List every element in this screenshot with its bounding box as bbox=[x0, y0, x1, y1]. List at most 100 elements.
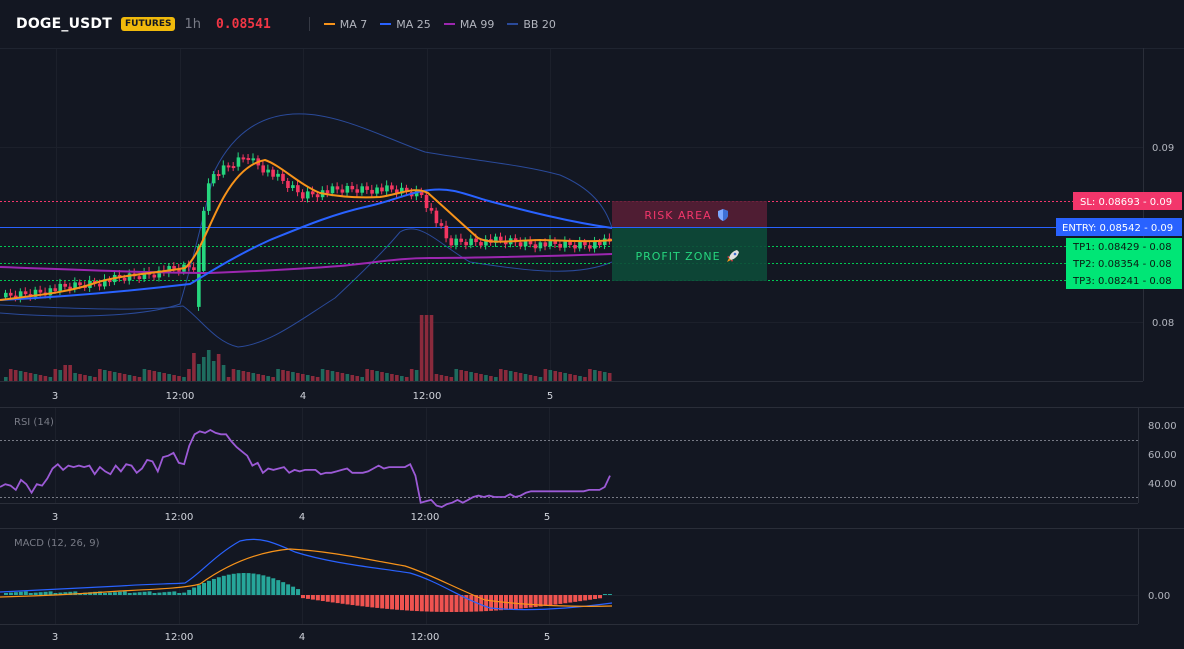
macd-hist-bar-106 bbox=[528, 595, 533, 608]
candle-body-53 bbox=[266, 169, 270, 173]
candle-body-10 bbox=[53, 288, 58, 292]
volume-bar-68 bbox=[340, 373, 345, 381]
volume-bar-52 bbox=[261, 375, 265, 381]
candle-body-61 bbox=[305, 191, 310, 199]
macd-hist-bar-86 bbox=[429, 595, 434, 612]
macd-hist-bar-27 bbox=[137, 592, 142, 595]
legend-bb20[interactable]: BB 20 bbox=[507, 18, 556, 31]
volume-bar-57 bbox=[286, 371, 290, 381]
legend-ma99[interactable]: MA 99 bbox=[443, 18, 494, 31]
macd-hist-bar-0 bbox=[4, 593, 8, 595]
volume-bar-103 bbox=[513, 372, 518, 381]
sl-label: SL: 0.08693 - 0.09 bbox=[1080, 197, 1172, 208]
macd-hist-bar-108 bbox=[538, 595, 543, 607]
macd-hist-bar-56 bbox=[281, 582, 286, 595]
candle-body-31 bbox=[157, 270, 162, 278]
macd-time-label-5: 5 bbox=[544, 632, 550, 643]
macd-hist-bar-51 bbox=[256, 574, 261, 595]
volume-bar-113 bbox=[563, 373, 567, 381]
macd-hist-bar-93 bbox=[464, 595, 469, 612]
candle-body-74 bbox=[370, 189, 374, 194]
volume-bar-27 bbox=[137, 377, 142, 381]
volume-bar-18 bbox=[93, 377, 97, 381]
risk-area-zone[interactable]: RISK AREA bbox=[612, 201, 767, 227]
candle-body-66 bbox=[330, 186, 335, 194]
volume-bar-87 bbox=[434, 374, 439, 381]
macd-hist-bar-99 bbox=[494, 595, 499, 611]
candle-body-44 bbox=[221, 165, 226, 175]
volume-bar-104 bbox=[518, 373, 523, 381]
macd-hist-bar-89 bbox=[444, 595, 449, 612]
candle-body-60 bbox=[301, 192, 305, 199]
volume-bar-112 bbox=[558, 372, 562, 381]
time-axis-rsi[interactable]: 3 12:00 4 12:00 5 bbox=[52, 512, 550, 523]
risk-area-label: RISK AREA bbox=[644, 209, 711, 222]
macd-hist-bar-31 bbox=[157, 592, 162, 595]
profit-zone-box bbox=[612, 228, 767, 281]
candle-body-48 bbox=[241, 157, 246, 160]
macd-hist-bar-26 bbox=[132, 592, 137, 595]
legend-ma7[interactable]: MA 7 bbox=[323, 17, 368, 31]
candle-body-91 bbox=[454, 238, 459, 246]
candle-body-81 bbox=[404, 187, 409, 193]
time-label-1200-b: 12:00 bbox=[413, 391, 442, 402]
time-axis-main[interactable]: 3 12:00 4 12:00 5 bbox=[52, 391, 553, 402]
macd-hist-bar-24 bbox=[122, 591, 127, 595]
macd-hist-bar-43 bbox=[216, 577, 221, 595]
volume-bar-14 bbox=[73, 373, 77, 381]
candle-body-73 bbox=[365, 186, 369, 190]
time-label-5: 5 bbox=[547, 391, 553, 402]
candle-body-100 bbox=[499, 236, 503, 241]
candle-body-84 bbox=[419, 190, 424, 196]
symbol-name[interactable]: DOGE_USDT bbox=[16, 16, 112, 32]
macd-time-label-1200-b: 12:00 bbox=[411, 632, 440, 643]
macd-hist-bar-105 bbox=[523, 595, 528, 609]
rsi-pane[interactable]: RSI (14) 80.00 60.00 40.00 bbox=[0, 417, 1177, 508]
candle-body-56 bbox=[281, 173, 285, 181]
macd-hist-bar-35 bbox=[177, 593, 182, 595]
macd-hist-bar-78 bbox=[390, 595, 395, 610]
candle-body-65 bbox=[325, 190, 330, 194]
candle-body-88 bbox=[439, 223, 444, 226]
volume-bar-74 bbox=[370, 370, 374, 381]
macd-hist-bar-81 bbox=[404, 595, 409, 611]
volume-bar-81 bbox=[404, 377, 409, 381]
interval-selector[interactable]: 1h bbox=[184, 16, 201, 32]
candle-body-34 bbox=[172, 266, 176, 269]
candle-body-109 bbox=[543, 242, 548, 247]
profit-zone[interactable]: PROFIT ZONE bbox=[612, 228, 767, 281]
legend-ma25[interactable]: MA 25 bbox=[380, 18, 431, 31]
macd-hist-bar-76 bbox=[380, 595, 385, 609]
price-tick-0.09: 0.09 bbox=[1152, 143, 1174, 154]
candle-body-0 bbox=[4, 292, 8, 298]
volume-bar-31 bbox=[157, 372, 162, 381]
candle-body-20 bbox=[103, 279, 107, 287]
macd-hist-bar-28 bbox=[142, 591, 147, 595]
volume-bar-88 bbox=[439, 375, 444, 381]
candle-body-13 bbox=[68, 286, 72, 290]
time-axis-macd[interactable]: 3 12:00 4 12:00 5 bbox=[52, 632, 550, 643]
candle-body-118 bbox=[588, 245, 592, 249]
macd-hist-bar-10 bbox=[53, 593, 58, 595]
candle-body-55 bbox=[276, 173, 280, 177]
macd-hist-bar-71 bbox=[355, 595, 360, 606]
candle-body-96 bbox=[479, 242, 483, 246]
candle-body-106 bbox=[528, 240, 533, 245]
candle-body-58 bbox=[291, 185, 295, 189]
macd-pane[interactable]: MACD (12, 26, 9) 0.00 bbox=[0, 538, 1170, 612]
volume-bar-85 bbox=[424, 315, 429, 381]
candlesticks[interactable] bbox=[4, 152, 612, 311]
time-label-1200-a: 12:00 bbox=[166, 391, 195, 402]
volume-bar-59 bbox=[296, 373, 300, 381]
profit-zone-label: PROFIT ZONE bbox=[635, 250, 720, 263]
time-label-3: 3 bbox=[52, 391, 58, 402]
candle-body-85 bbox=[424, 195, 429, 209]
price-axis[interactable]: 0.09 0.08 bbox=[1152, 143, 1174, 329]
volume-bar-46 bbox=[231, 369, 236, 381]
volume-bar-120 bbox=[598, 371, 602, 381]
legend-ma7-label: MA 7 bbox=[339, 17, 368, 31]
risk-area-box bbox=[612, 201, 767, 227]
candle-body-97 bbox=[484, 239, 488, 246]
volume-bar-51 bbox=[256, 374, 261, 381]
